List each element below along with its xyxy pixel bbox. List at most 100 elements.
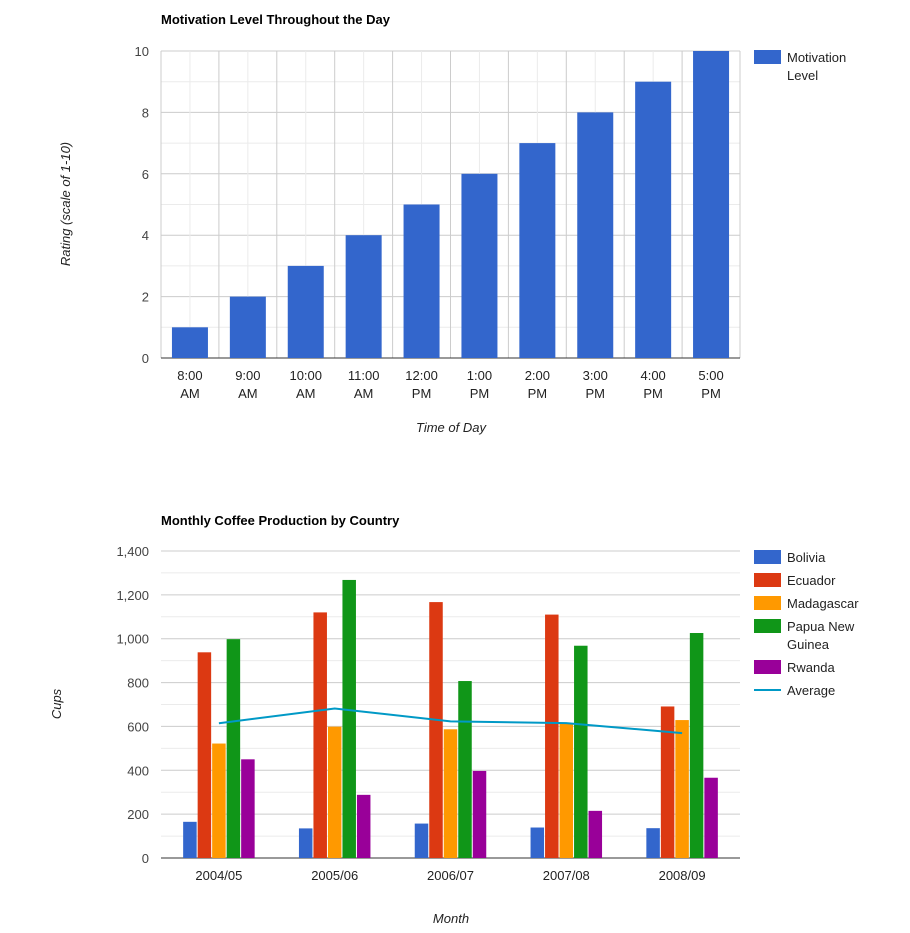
x-tick-label-line: AM <box>296 386 316 401</box>
bars <box>171 51 730 359</box>
average-line-group <box>218 707 683 735</box>
y-tick-label: 200 <box>127 807 149 822</box>
legend-swatch <box>754 573 781 587</box>
bar-ecuador <box>313 612 327 858</box>
legend: Motivation Level <box>754 50 846 83</box>
legend-item-papua-new-guinea: Papua New Guinea <box>754 619 855 652</box>
x-tick-label-line: 2007/08 <box>543 868 590 883</box>
y-tick-labels: 0 200 400 600 800 1,000 1,200 1,400 <box>116 544 149 866</box>
legend-label: Bolivia <box>787 550 826 565</box>
legend-item-average: Average <box>754 683 835 698</box>
legend-item-bolivia: Bolivia <box>754 550 826 565</box>
legend-label-line: Madagascar <box>787 596 859 611</box>
bar-bolivia <box>298 828 313 858</box>
x-axis-label: Month <box>433 911 469 926</box>
x-tick-label: 12:00 PM <box>405 368 438 401</box>
x-tick-label-line: 11:00 <box>348 368 380 383</box>
x-tick-label-line: 4:00 <box>640 368 665 383</box>
bar-madagascar <box>675 720 689 858</box>
legend-label-line: Motivation <box>787 50 846 65</box>
x-tick-label-line: 5:00 <box>698 368 723 383</box>
legend-label-line: Bolivia <box>787 550 826 565</box>
bar-motivation-level <box>693 51 730 358</box>
coffee-chart: Monthly Coffee Production by Country 200… <box>49 513 859 926</box>
legend-label-line: Ecuador <box>787 573 836 588</box>
legend-label: Average <box>787 683 835 698</box>
legend-label: Papua New Guinea <box>787 619 855 652</box>
bar-madagascar <box>327 726 342 858</box>
average-line <box>218 707 683 735</box>
x-tick-label-line: PM <box>470 386 490 401</box>
legend-label: Rwanda <box>787 660 835 675</box>
x-tick-label-line: PM <box>412 386 432 401</box>
x-tick-label-line: 2:00 <box>525 368 550 383</box>
legend-label-line: Level <box>787 68 818 83</box>
x-tick-label-line: 2004/05 <box>195 868 242 883</box>
legend-swatch <box>754 660 781 674</box>
x-tick-label-line: AM <box>180 386 200 401</box>
chart-title: Monthly Coffee Production by Country <box>161 513 400 528</box>
bar-motivation-level <box>519 143 556 358</box>
bar-bolivia <box>414 823 429 858</box>
bar-rwanda <box>356 794 371 858</box>
legend-label-line: Rwanda <box>787 660 835 675</box>
x-tick-label: 2004/05 <box>195 868 242 883</box>
legend-item-rwanda: Rwanda <box>754 660 835 675</box>
y-tick-label: 2 <box>142 290 149 305</box>
legend-item-ecuador: Ecuador <box>754 573 836 588</box>
y-tick-label: 10 <box>135 44 149 59</box>
x-tick-labels: 2004/05 2005/06 2006/07 2007/08 2008/09 <box>195 868 705 883</box>
x-axis-label: Time of Day <box>416 420 487 435</box>
bar-papua-new-guinea <box>342 579 356 858</box>
x-tick-label-line: 2005/06 <box>311 868 358 883</box>
bar-madagascar <box>443 729 458 858</box>
bar-ecuador <box>429 602 443 858</box>
y-axis-label: Rating (scale of 1-10) <box>58 142 73 266</box>
y-tick-label: 0 <box>142 351 149 366</box>
y-tick-label: 1,000 <box>116 632 149 647</box>
gridlines <box>161 550 740 859</box>
x-tick-label-line: 2006/07 <box>427 868 474 883</box>
legend-swatch <box>754 619 781 633</box>
x-tick-label: 3:00 PM <box>583 368 608 401</box>
legend-label: Motivation Level <box>787 50 846 83</box>
bar-motivation-level <box>171 327 208 358</box>
legend-label-line: Guinea <box>787 637 830 652</box>
y-tick-label: 800 <box>127 676 149 691</box>
legend-label: Ecuador <box>787 573 836 588</box>
legend-item-madagascar: Madagascar <box>754 596 859 611</box>
bars <box>183 579 718 858</box>
legend-label-line: Papua New <box>787 619 855 634</box>
x-tick-label: 5:00 PM <box>698 368 723 401</box>
legend-swatch <box>754 50 781 64</box>
x-tick-label-line: AM <box>354 386 374 401</box>
motivation-chart: Motivation Level Throughout the Day 8:00… <box>58 12 846 435</box>
x-tick-label-line: PM <box>586 386 606 401</box>
bar-rwanda <box>588 810 603 858</box>
bar-papua-new-guinea <box>574 645 588 858</box>
bar-motivation-level <box>403 204 440 358</box>
bar-rwanda <box>472 770 487 858</box>
x-tick-label: 10:00 AM <box>289 368 322 401</box>
bar-ecuador <box>197 652 212 858</box>
x-tick-label-line: AM <box>238 386 258 401</box>
bar-papua-new-guinea <box>689 633 704 858</box>
y-tick-label: 6 <box>142 167 149 182</box>
x-tick-label: 2008/09 <box>659 868 706 883</box>
bar-madagascar <box>559 723 574 858</box>
x-tick-label: 9:00 AM <box>235 368 260 401</box>
bar-motivation-level <box>577 112 614 359</box>
x-tick-label: 2:00 PM <box>525 368 550 401</box>
legend-label: Madagascar <box>787 596 859 611</box>
bar-motivation-level <box>461 173 498 358</box>
bar-rwanda <box>704 777 718 858</box>
legend: Bolivia Ecuador Madagascar Papua New Guinea R… <box>754 550 859 698</box>
bar-motivation-level <box>635 81 672 358</box>
x-tick-label-line: 8:00 <box>177 368 202 383</box>
x-tick-label: 2007/08 <box>543 868 590 883</box>
y-tick-label: 8 <box>142 105 149 120</box>
legend-item-motivation-level: Motivation Level <box>754 50 846 83</box>
y-tick-label: 4 <box>142 228 149 243</box>
x-tick-label-line: 9:00 <box>235 368 260 383</box>
